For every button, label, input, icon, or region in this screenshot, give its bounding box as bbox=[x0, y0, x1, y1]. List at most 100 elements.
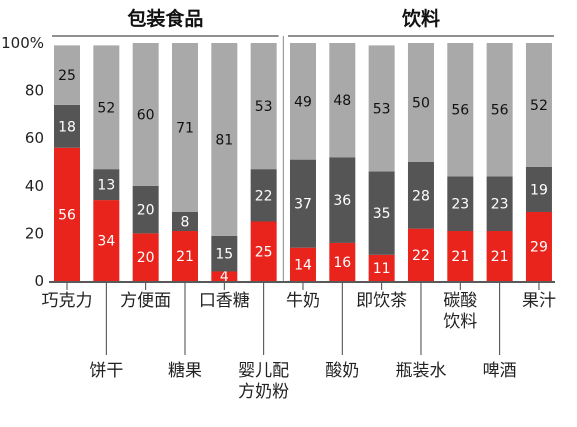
bar-segment bbox=[54, 45, 80, 105]
data-label: 35 bbox=[373, 206, 391, 222]
bar-segment bbox=[171, 211, 198, 232]
data-label: 49 bbox=[294, 94, 312, 110]
data-label: 14 bbox=[294, 257, 312, 273]
bar-segment bbox=[525, 211, 552, 281]
data-label: 34 bbox=[97, 234, 115, 250]
category-label: 牛奶 bbox=[286, 291, 320, 311]
data-label: 16 bbox=[333, 255, 351, 271]
bar-segment bbox=[171, 43, 198, 212]
bar-segment bbox=[368, 171, 395, 255]
y-tick-label: 60 bbox=[25, 129, 44, 147]
data-label: 81 bbox=[215, 132, 233, 148]
category-label: 即饮茶 bbox=[356, 291, 407, 311]
data-label: 22 bbox=[255, 188, 273, 204]
data-label: 25 bbox=[255, 244, 273, 260]
bar-segment bbox=[368, 45, 395, 172]
data-label: 56 bbox=[58, 207, 76, 223]
data-label: 21 bbox=[176, 249, 194, 265]
data-label: 29 bbox=[530, 239, 548, 255]
bar-segment bbox=[329, 157, 356, 243]
bar-segment bbox=[211, 235, 238, 272]
data-label: 22 bbox=[412, 248, 430, 264]
data-label: 50 bbox=[412, 96, 430, 112]
y-tick-label: 20 bbox=[25, 224, 44, 242]
data-label: 48 bbox=[333, 93, 351, 109]
data-label: 11 bbox=[373, 261, 391, 277]
group-title: 饮料 bbox=[401, 7, 440, 30]
category-label: 方奶粉 bbox=[238, 382, 289, 402]
bar-segment bbox=[250, 221, 277, 281]
bar-segment bbox=[329, 43, 356, 158]
bar-segment bbox=[486, 176, 513, 232]
category-label: 糖果 bbox=[168, 361, 202, 381]
bar-segment bbox=[93, 169, 120, 201]
category-label: 口香糖 bbox=[199, 291, 250, 311]
bar-segment bbox=[447, 176, 474, 232]
data-label: 15 bbox=[215, 247, 233, 263]
bar-segment bbox=[171, 231, 198, 281]
bar-segment bbox=[289, 43, 316, 160]
data-label: 53 bbox=[373, 101, 391, 117]
data-label: 53 bbox=[255, 99, 273, 115]
category-label: 瓶装水 bbox=[395, 361, 446, 381]
category-label: 啤酒 bbox=[483, 361, 517, 381]
group-title: 包装食品 bbox=[127, 7, 203, 30]
bar-segment bbox=[407, 43, 434, 162]
bar-segment bbox=[250, 43, 277, 170]
bar-segment bbox=[486, 43, 513, 177]
data-label: 36 bbox=[333, 193, 351, 209]
category-label: 碳酸 bbox=[443, 291, 477, 311]
category-label: 婴儿配 bbox=[238, 361, 289, 381]
data-label: 21 bbox=[451, 249, 469, 265]
data-label: 20 bbox=[137, 250, 155, 266]
bar-segment bbox=[486, 231, 513, 281]
y-tick-label: 100% bbox=[1, 34, 44, 52]
data-label: 13 bbox=[97, 178, 115, 194]
data-label: 19 bbox=[530, 182, 548, 198]
data-label: 8 bbox=[181, 215, 190, 231]
category-label: 巧克力 bbox=[42, 291, 93, 311]
bar-segment bbox=[407, 162, 434, 229]
bar-segment bbox=[93, 45, 120, 170]
bar-segment bbox=[250, 169, 277, 222]
category-label: 果汁 bbox=[522, 291, 556, 311]
data-label: 52 bbox=[97, 100, 115, 116]
data-label: 56 bbox=[451, 103, 469, 119]
data-label: 23 bbox=[451, 197, 469, 213]
data-label: 4 bbox=[220, 269, 229, 285]
bar-segment bbox=[289, 247, 316, 281]
y-tick-label: 40 bbox=[25, 177, 44, 195]
data-label: 18 bbox=[58, 119, 76, 135]
data-label: 71 bbox=[176, 120, 194, 136]
data-label: 23 bbox=[491, 197, 509, 213]
category-label: 饮料 bbox=[443, 312, 477, 332]
bar-segment bbox=[525, 43, 552, 167]
y-tick-label: 0 bbox=[34, 272, 44, 290]
bar-segment bbox=[211, 43, 238, 236]
bar-segment bbox=[289, 159, 316, 248]
bar-segment bbox=[525, 166, 552, 212]
bar-segment bbox=[447, 43, 474, 177]
data-label: 25 bbox=[58, 68, 76, 84]
bar-segment bbox=[211, 271, 238, 281]
bar-segment bbox=[132, 185, 159, 234]
category-label: 方便面 bbox=[120, 291, 171, 311]
data-label: 21 bbox=[491, 249, 509, 265]
data-label: 60 bbox=[137, 107, 155, 123]
bar-segment bbox=[132, 43, 159, 186]
y-tick-label: 80 bbox=[25, 82, 44, 100]
data-label: 28 bbox=[412, 188, 430, 204]
bar-segment bbox=[447, 231, 474, 281]
bar-segment bbox=[329, 242, 356, 281]
data-label: 56 bbox=[491, 103, 509, 119]
bar-segment bbox=[54, 147, 80, 281]
bar-segment bbox=[407, 228, 434, 281]
category-label: 饼干 bbox=[89, 361, 123, 381]
bar-segment bbox=[132, 233, 159, 281]
category-label: 酸奶 bbox=[325, 361, 359, 381]
bar-segment bbox=[368, 254, 395, 281]
bar-segment bbox=[54, 104, 80, 148]
data-label: 37 bbox=[294, 197, 312, 213]
bar-segment bbox=[93, 200, 120, 281]
